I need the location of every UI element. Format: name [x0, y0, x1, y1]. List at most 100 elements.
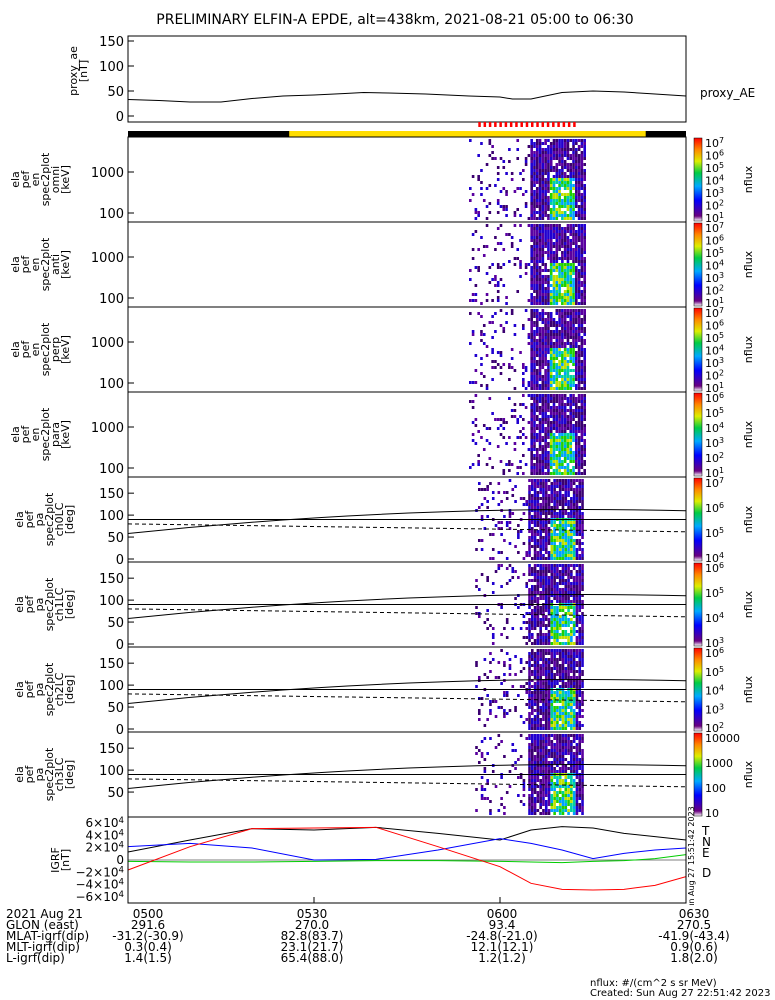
spectrogram-pixel — [575, 724, 579, 727]
spectrogram-pixel — [542, 746, 545, 749]
spectrogram-pixel — [569, 230, 573, 233]
spectrogram-pixel — [538, 175, 542, 178]
spectrogram-pixel — [583, 387, 586, 390]
spectrogram-pixel — [564, 706, 568, 709]
spectrogram-pixel — [572, 336, 575, 339]
spectrogram-pixel — [570, 721, 573, 724]
spectrogram-pixel — [538, 184, 542, 187]
spectrogram-pixel — [552, 290, 556, 293]
spectrogram-pixel — [522, 788, 526, 791]
spectrogram-pixel — [580, 466, 584, 469]
spectrogram-pixel — [575, 758, 579, 761]
spectrogram-pixel — [483, 770, 487, 773]
spectrogram-pixel — [538, 214, 542, 217]
spectrogram-pixel — [553, 597, 556, 600]
footer-value: 0.3(0.4) — [124, 940, 172, 954]
spectrogram-pixel — [530, 318, 533, 321]
spectrogram-pixel — [541, 354, 545, 357]
spectrogram-pixel — [572, 242, 575, 245]
spectrogram-pixel — [564, 779, 568, 782]
spectrogram-pixel — [544, 394, 547, 397]
spectrogram-pixel — [556, 715, 559, 718]
spectrogram-pixel — [558, 460, 561, 463]
spectrogram-pixel — [561, 600, 565, 603]
spectrogram-pixel — [558, 272, 561, 275]
spectrogram-pixel — [575, 445, 578, 448]
spectrogram-pixel — [535, 139, 539, 142]
spectrogram-pixel — [502, 418, 506, 421]
spectrogram-pixel — [536, 606, 540, 609]
spectrogram-pixel — [541, 457, 545, 460]
spectrogram-pixel — [542, 576, 545, 579]
spectrogram-pixel — [541, 439, 545, 442]
spectrogram-pixel — [561, 482, 565, 485]
spectrogram-pixel — [556, 800, 559, 803]
spectrogram-pixel — [563, 263, 567, 266]
spectrogram-pixel — [542, 740, 545, 743]
spectrogram-pixel — [549, 342, 553, 345]
footer-value: -24.8(-21.0) — [466, 929, 538, 943]
spectrogram-pixel — [480, 703, 484, 706]
spectrogram-pixel — [527, 263, 531, 266]
spectrogram-pixel — [558, 348, 561, 351]
spectrogram-pixel — [558, 570, 562, 573]
spectrogram-ylabel-line: [deg] — [63, 590, 76, 619]
spectrogram-pixel — [581, 649, 584, 652]
spectrogram-pixel — [549, 397, 553, 400]
spectrogram-pixel — [583, 439, 586, 442]
spectrogram-pixel — [563, 154, 567, 157]
spectrogram-pixel — [575, 721, 579, 724]
ytick-label: 150 — [99, 657, 124, 672]
spectrogram-pixel — [547, 366, 550, 369]
spectrogram-pixel — [519, 497, 523, 500]
spectrogram-pixel — [522, 557, 526, 560]
spectrogram-pixel — [533, 548, 537, 551]
spectrogram-pixel — [558, 163, 561, 166]
spectrogram-pixel — [469, 400, 472, 403]
spectrogram-pixel — [528, 521, 531, 524]
spectrogram-pixel — [499, 433, 503, 436]
spectrogram-pixel — [563, 139, 567, 142]
spectrogram-pixel — [553, 485, 556, 488]
spectrogram-pixel — [570, 718, 573, 721]
spectrogram-pixel — [536, 482, 540, 485]
spectrogram-pixel — [527, 333, 531, 336]
spectrogram-pixel — [572, 257, 575, 260]
spectrogram-pixel — [561, 160, 564, 163]
spectrogram-pixel — [541, 327, 545, 330]
spectrogram-pixel — [550, 649, 554, 652]
spectrogram-pixel — [572, 500, 576, 503]
spectrogram-pixel — [533, 655, 537, 658]
spectrogram-pixel — [555, 266, 559, 269]
spectrogram-pixel — [552, 260, 556, 263]
spectrogram-pixel — [533, 554, 537, 557]
spectrogram-pixel — [552, 363, 556, 366]
spectrogram-pixel — [522, 324, 525, 327]
spectrogram-pixel — [483, 737, 487, 740]
spectrogram-pixel — [549, 366, 553, 369]
spectrogram-pixel — [516, 290, 520, 293]
spectrogram-pixel — [469, 139, 472, 142]
spectrogram-pixel — [572, 227, 575, 230]
colorbar-tick-label: 104 — [705, 684, 724, 698]
spectrogram-pixel — [552, 296, 556, 299]
spectrogram-pixel — [566, 257, 570, 260]
spectrogram-pixel — [488, 266, 492, 269]
spectrogram-pixel — [502, 160, 506, 163]
spectrogram-pixel — [553, 655, 556, 658]
spectrogram-pixel — [561, 573, 565, 576]
spectrogram-pixel — [561, 403, 564, 406]
spectrogram-pixel — [580, 290, 584, 293]
spectrogram-pixel — [578, 764, 582, 767]
spectrogram-pixel — [549, 436, 553, 439]
spectrogram-pixel — [547, 372, 550, 375]
spectrogram-pixel — [528, 548, 531, 551]
spectrogram-pixel — [552, 139, 556, 142]
igrf-ytick-label: −6×104 — [75, 890, 124, 904]
spectrogram-pixel — [535, 439, 539, 442]
spectrogram-ylabel-line: perp — [49, 337, 62, 362]
spectrogram-pixel — [556, 512, 559, 515]
spectrogram-pixel — [539, 585, 542, 588]
spectrogram-pixel — [578, 642, 582, 645]
spectrogram-pixel — [524, 160, 528, 163]
